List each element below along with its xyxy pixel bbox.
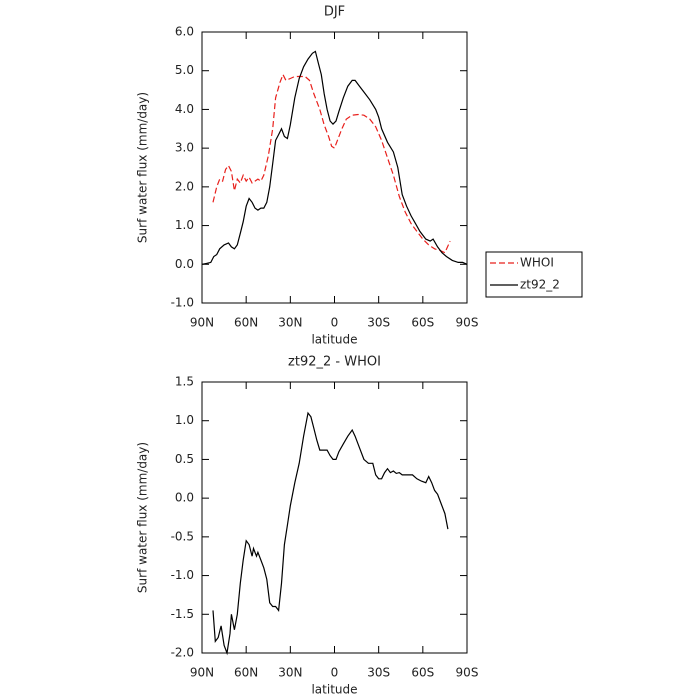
legend-label: zt92_2: [520, 278, 560, 292]
y-tick-label: -1.5: [171, 607, 194, 621]
legend-box: [485, 251, 583, 298]
y-tick-label: 1.0: [175, 413, 194, 427]
y-axis-label: Surf water flux (mm/day): [136, 442, 150, 593]
y-tick-label: 0.0: [175, 491, 194, 505]
y-tick-label: 3.0: [175, 141, 194, 155]
data-line: [212, 411, 449, 656]
plot-frame: [201, 381, 468, 654]
legend-label: WHOI: [520, 256, 554, 270]
x-tick-label: 0: [331, 666, 339, 680]
y-tick-label: 4.0: [175, 102, 194, 116]
y-tick-label: 5.0: [175, 63, 194, 77]
x-tick-label: 30N: [278, 666, 302, 680]
x-tick-label: 30N: [278, 316, 302, 330]
x-tick-label: 60N: [234, 316, 258, 330]
y-tick-label: 6.0: [175, 25, 194, 39]
x-tick-label: 30S: [367, 666, 390, 680]
x-tick-label: 0: [331, 316, 339, 330]
y-tick-label: 1.5: [175, 375, 194, 389]
x-tick-label: 30S: [367, 316, 390, 330]
chart-title: zt92_2 - WHOI: [288, 355, 381, 370]
x-tick-label: 60S: [411, 316, 434, 330]
data-line: [201, 50, 468, 265]
x-axis-label: latitude: [311, 333, 357, 347]
x-tick-label: 90S: [456, 316, 479, 330]
x-tick-label: 90N: [190, 666, 214, 680]
y-tick-label: -2.0: [171, 646, 194, 660]
y-tick-label: 0.5: [175, 452, 194, 466]
x-tick-label: 60N: [234, 666, 258, 680]
x-tick-label: 90S: [456, 666, 479, 680]
chart-title: DJF: [324, 5, 345, 20]
data-line: [212, 73, 451, 254]
x-tick-label: 90N: [190, 316, 214, 330]
y-tick-label: -0.5: [171, 529, 194, 543]
plot-frame: [201, 31, 468, 304]
x-tick-label: 60S: [411, 666, 434, 680]
x-axis-label: latitude: [311, 683, 357, 697]
y-tick-label: 2.0: [175, 179, 194, 193]
y-tick-label: 1.0: [175, 218, 194, 232]
y-tick-label: 0.0: [175, 257, 194, 271]
y-tick-label: -1.0: [171, 296, 194, 310]
y-axis-label: Surf water flux (mm/day): [136, 92, 150, 243]
y-tick-label: -1.0: [171, 568, 194, 582]
